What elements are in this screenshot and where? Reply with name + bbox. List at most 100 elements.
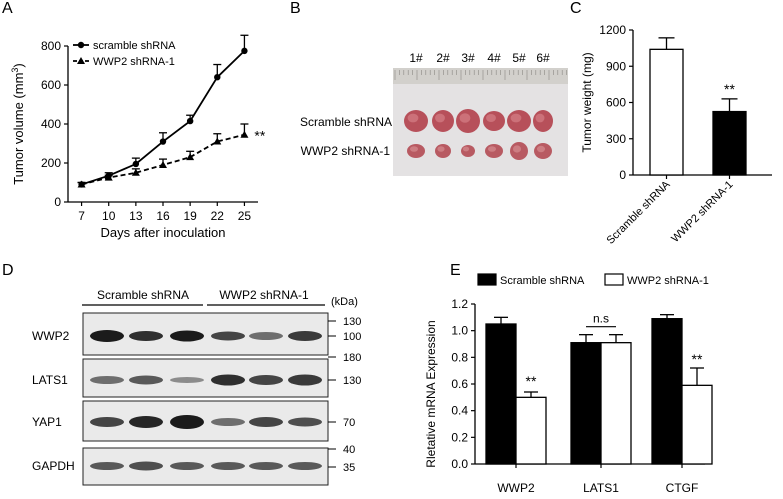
band <box>211 418 245 426</box>
blot-strip <box>82 400 329 442</box>
band <box>249 417 283 427</box>
significance-label: ** <box>724 81 735 97</box>
x-tick-label: LATS1 <box>583 481 619 495</box>
y-title-sup: 3 <box>10 68 20 73</box>
y-tick-label: 0.0 <box>451 457 468 471</box>
band <box>129 331 163 341</box>
y-tick-label: 0.8 <box>451 350 468 364</box>
panel-label-d: D <box>2 262 14 279</box>
x-tick-label: Scramble shRNA <box>604 178 673 247</box>
y-tick-label: 300 <box>606 132 626 146</box>
band <box>249 332 283 340</box>
y-axis-title: Rletative mRNA Expression <box>424 320 438 467</box>
band <box>129 461 163 471</box>
y-tick-label: 1.0 <box>451 324 468 338</box>
legend-label: Scramble shRNA <box>500 275 585 287</box>
band <box>249 375 283 385</box>
sample-label: 4# <box>487 51 501 65</box>
western-blot: Scramble shRNA WWP2 shRNA-1 (kDa) WWP2 130 10… <box>32 288 361 486</box>
data-point <box>241 47 248 55</box>
x-tick-label: 16 <box>156 209 170 223</box>
tumor-highlight <box>409 146 419 152</box>
tumor-highlight <box>486 114 496 122</box>
sample-label: 3# <box>461 51 475 65</box>
band <box>288 417 322 427</box>
band <box>90 376 124 384</box>
x-tick-label: 7 <box>78 209 85 223</box>
band <box>170 377 204 383</box>
y-tick-label: 0 <box>54 195 61 209</box>
legend-swatch <box>604 273 624 286</box>
blot-strip <box>82 312 329 356</box>
x-tick-label: 19 <box>183 209 197 223</box>
legend-label: scramble shRNA <box>93 40 176 52</box>
kda-label: (kDa) <box>331 296 358 308</box>
y-tick-label: 0.6 <box>451 377 468 391</box>
data-point <box>186 153 195 161</box>
band <box>211 462 245 470</box>
data-point <box>104 173 113 181</box>
x-tick-label: WWP2 <box>497 481 535 495</box>
mrna-expression-chart: 0.0 0.2 0.4 0.6 0.8 1.0 1.2 Rletative mRNA Expr… <box>424 273 713 495</box>
band <box>211 331 245 341</box>
x-tick-label: CTGF <box>666 481 699 495</box>
blot-row-label: LATS1 <box>32 373 68 387</box>
band <box>129 375 163 385</box>
legend-label: WWP2 shRNA-1 <box>627 275 709 287</box>
group-label-wwp2: WWP2 shRNA-1 <box>219 288 309 302</box>
bar <box>570 342 602 465</box>
bar <box>600 342 632 465</box>
sample-label: 2# <box>436 51 450 65</box>
marker-label: 40 <box>343 444 355 456</box>
marker-label: 35 <box>343 462 355 474</box>
y-tick-label: 0.2 <box>451 430 468 444</box>
marker-label: 100 <box>343 331 361 343</box>
tumor-highlight <box>535 113 545 123</box>
data-point <box>132 160 140 168</box>
legend-marker <box>77 57 85 64</box>
data-point <box>159 138 167 145</box>
bar <box>681 384 713 465</box>
blot-row-label: YAP1 <box>32 415 62 429</box>
tumor-wwp2 <box>461 145 475 157</box>
legend-label: WWP2 shRNA-1 <box>93 56 175 68</box>
band <box>90 417 124 427</box>
data-point <box>77 180 86 188</box>
tumor-highlight <box>437 146 445 152</box>
row-label-wwp2: WWP2 shRNA-1 <box>301 144 391 158</box>
x-tick-label: 13 <box>129 209 143 223</box>
panel-label-a: A <box>2 0 13 17</box>
x-tick-label: WWP2 shRNA-1 <box>669 179 735 245</box>
sample-label: 6# <box>536 51 550 65</box>
bar <box>485 323 517 465</box>
bar <box>515 396 547 465</box>
data-point <box>240 130 249 138</box>
y-tick-label: 0.4 <box>451 404 468 418</box>
marker-label: 70 <box>343 417 355 429</box>
significance-label: ** <box>692 351 703 367</box>
y-tick-label: 800 <box>41 39 61 53</box>
legend-swatch <box>477 273 497 286</box>
band <box>170 330 204 342</box>
blot-strip <box>82 358 329 398</box>
y-axis-title: Tumor weight (mg) <box>580 52 594 152</box>
y-tick-label: 0 <box>619 168 626 182</box>
band <box>288 374 322 386</box>
y-title-end: ) <box>11 63 26 67</box>
band <box>90 330 124 342</box>
data-point <box>213 137 222 145</box>
row-label-scramble: Scramble shRNA <box>300 115 392 129</box>
panel-label-c: C <box>570 0 582 17</box>
group-label-scramble: Scramble shRNA <box>97 288 189 302</box>
marker-label: 180 <box>343 352 361 364</box>
y-axis-title: Tumor volume (mm3) <box>10 63 26 185</box>
marker-label: 130 <box>343 375 361 387</box>
y-title-main: Tumor volume (mm <box>11 73 26 185</box>
tumor-photo: 1# 2# 3# 4# 5# 6# Scramble shRNA WWP2 shRNA-1 <box>300 51 568 176</box>
tumor-highlight <box>536 145 546 153</box>
bar <box>712 110 747 176</box>
marker-label: 130 <box>343 316 361 328</box>
x-axis-title: Days after inoculation <box>100 225 225 240</box>
band <box>129 416 163 428</box>
band <box>90 462 124 470</box>
